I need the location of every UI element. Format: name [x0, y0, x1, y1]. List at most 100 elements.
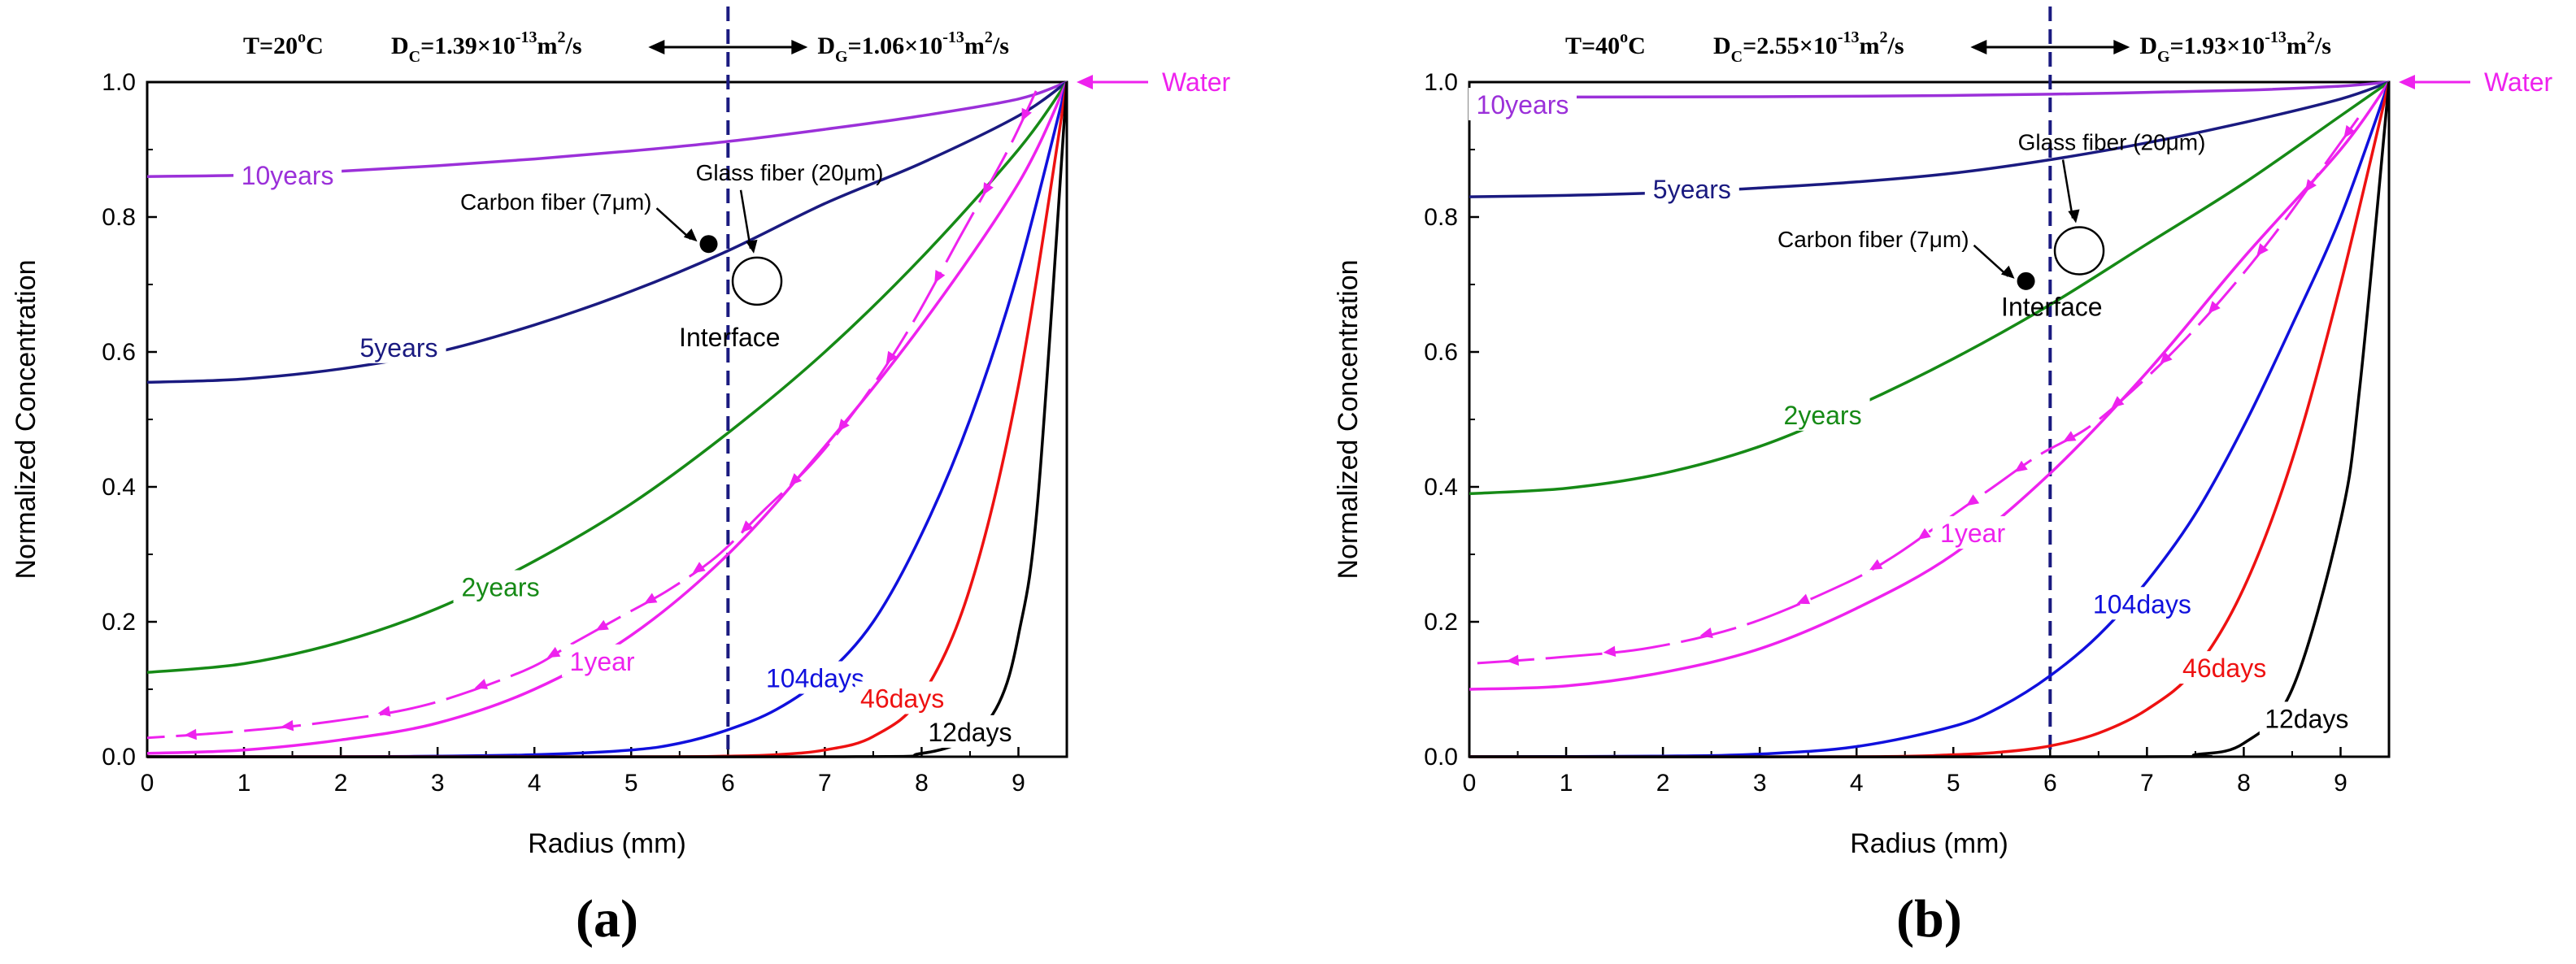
glass-fiber-marker [731, 256, 783, 306]
header-dg: DG=1.93×10-13m2/s [2139, 28, 2331, 66]
diffusion-arrowhead [1603, 645, 1617, 658]
carbon-fiber-marker [2017, 271, 2035, 290]
x-tick-label: 8 [2237, 770, 2251, 797]
x-tick-label: 3 [431, 770, 445, 797]
diffusion-arrowhead [644, 593, 658, 604]
x-tick-label: 8 [915, 770, 929, 797]
glass-fiber-label: Glass fiber (20μm) [2018, 130, 2206, 155]
series-line-5years [147, 80, 1067, 384]
y-tick-label: 0.8 [1424, 204, 1458, 231]
diffusion-arrowhead [1917, 528, 1931, 540]
carbon-fiber-pointer [655, 207, 692, 241]
diffusion-arrowhead [2343, 124, 2356, 138]
series-label-bg [1468, 88, 1577, 121]
header-temperature: T=40oC [1565, 28, 1646, 59]
x-tick-label: 7 [818, 770, 832, 797]
header-dg: DG=1.06×10-13m2/s [817, 28, 1009, 66]
series-label-46days: 46days [860, 684, 944, 713]
series-label-5years: 5years [1653, 175, 1731, 204]
chart-panel-a: 0 1 2 3 4 5 6 7 8 9 0.0 0.2 0.4 0.6 0.8 1.0 Radius (mm) N… [11, 7, 1231, 949]
carbon-fiber-label: Carbon fiber (7μm) [460, 189, 652, 215]
double-arrow-left-head [1970, 40, 1987, 54]
series-label-46days: 46days [2182, 654, 2266, 683]
water-label: Water [1162, 67, 1231, 97]
water-arrowhead [2399, 75, 2415, 89]
diffusion-arrowhead [934, 270, 946, 284]
diffusion-arrowhead [1796, 593, 1811, 605]
diffusion-arrowhead [692, 562, 706, 574]
series-label-bg [233, 158, 342, 192]
glass-fiber-marker [2053, 226, 2105, 276]
y-tick-label: 0.8 [102, 204, 136, 231]
diffusion-arrowhead [595, 619, 609, 631]
diffusion-arrowhead [1966, 494, 1980, 506]
carbon-fiber-arrowhead [683, 228, 698, 242]
x-axis-label: Radius (mm) [1850, 828, 2008, 859]
series-label-2years: 2years [462, 573, 540, 602]
diffusion-arrowhead [474, 679, 489, 689]
x-tick-label: 9 [1012, 770, 1025, 797]
series-label-1year: 1year [1940, 519, 2005, 548]
series-label-bg [2087, 587, 2196, 620]
glass-fiber-arrowhead [2068, 209, 2080, 224]
series-line-12days [1469, 81, 2389, 758]
series-line-1year [147, 81, 1067, 755]
water-label: Water [2484, 67, 2553, 97]
x-tick-label: 0 [1463, 770, 1477, 797]
series-line-2years [1469, 80, 2389, 496]
series-label-10years: 10years [1477, 90, 1569, 119]
y-tick-label: 0.6 [1424, 339, 1458, 366]
series-label-bg [1932, 516, 2013, 549]
series-line-5years [1469, 80, 2389, 198]
x-axis-label: Radius (mm) [528, 828, 686, 859]
series-label-5years: 5years [360, 333, 438, 363]
y-tick-label: 0.4 [102, 474, 136, 501]
y-tick-label: 0.2 [1424, 609, 1458, 636]
interface-label: Interface [2001, 293, 2103, 322]
series-line-1year [1469, 80, 2389, 691]
header-dc: DC=2.55×10-13m2/s [1713, 28, 1904, 66]
x-tick-label: 2 [1656, 770, 1670, 797]
diffusion-arrowhead [2160, 351, 2173, 365]
x-tick-label: 1 [1560, 770, 1573, 797]
diffusion-arrowhead [184, 728, 197, 740]
diffusion-arrowhead [1021, 107, 1032, 122]
x-tick-label: 5 [1947, 770, 1960, 797]
carbon-fiber-arrowhead [2000, 265, 2015, 279]
carbon-fiber-label: Carbon fiber (7μm) [1778, 227, 1969, 252]
diffusion-arrowhead [838, 419, 850, 432]
diffusion-arrowhead [1699, 627, 1713, 639]
diffusion-arrowhead [886, 350, 898, 365]
diffusion-arrowhead [281, 719, 294, 732]
header-temperature: T=20oC [243, 28, 324, 59]
diffusion-arrowhead [741, 520, 754, 533]
y-axis-label: Normalized Concentration [11, 259, 41, 579]
series-group [1469, 80, 2389, 758]
diffusion-arrowhead [2304, 179, 2317, 193]
series-line-10years [1469, 80, 2389, 99]
series-label-bg [1644, 172, 1739, 205]
y-tick-label: 0.6 [102, 339, 136, 366]
panel-label: (a) [576, 889, 638, 949]
glass-fiber-pointer [2061, 159, 2074, 219]
series-label-2years: 2years [1784, 401, 1862, 430]
y-axis-label: Normalized Concentration [1333, 259, 1364, 579]
y-tick-label: 0.0 [1424, 744, 1458, 771]
interface-label: Interface [679, 323, 781, 352]
double-arrow-left-head [648, 40, 665, 54]
panel-label: (b) [1896, 889, 1962, 949]
diffusion-arrowhead [377, 706, 391, 717]
carbon-fiber-pointer [1973, 244, 2009, 277]
series-label-12days: 12days [2265, 704, 2348, 733]
series-label-12days: 12days [928, 718, 1012, 747]
diffusion-arrow-path [1469, 117, 2360, 665]
diffusion-arrowhead [2063, 431, 2077, 442]
diffusion-arrowhead [1506, 654, 1519, 666]
glass-fiber-pointer [739, 189, 752, 250]
diffusion-arrowhead [2256, 243, 2269, 257]
water-arrowhead [1077, 75, 1093, 89]
series-label-10years: 10years [242, 161, 334, 190]
series-label-bg [562, 644, 643, 677]
x-tick-label: 0 [141, 770, 154, 797]
